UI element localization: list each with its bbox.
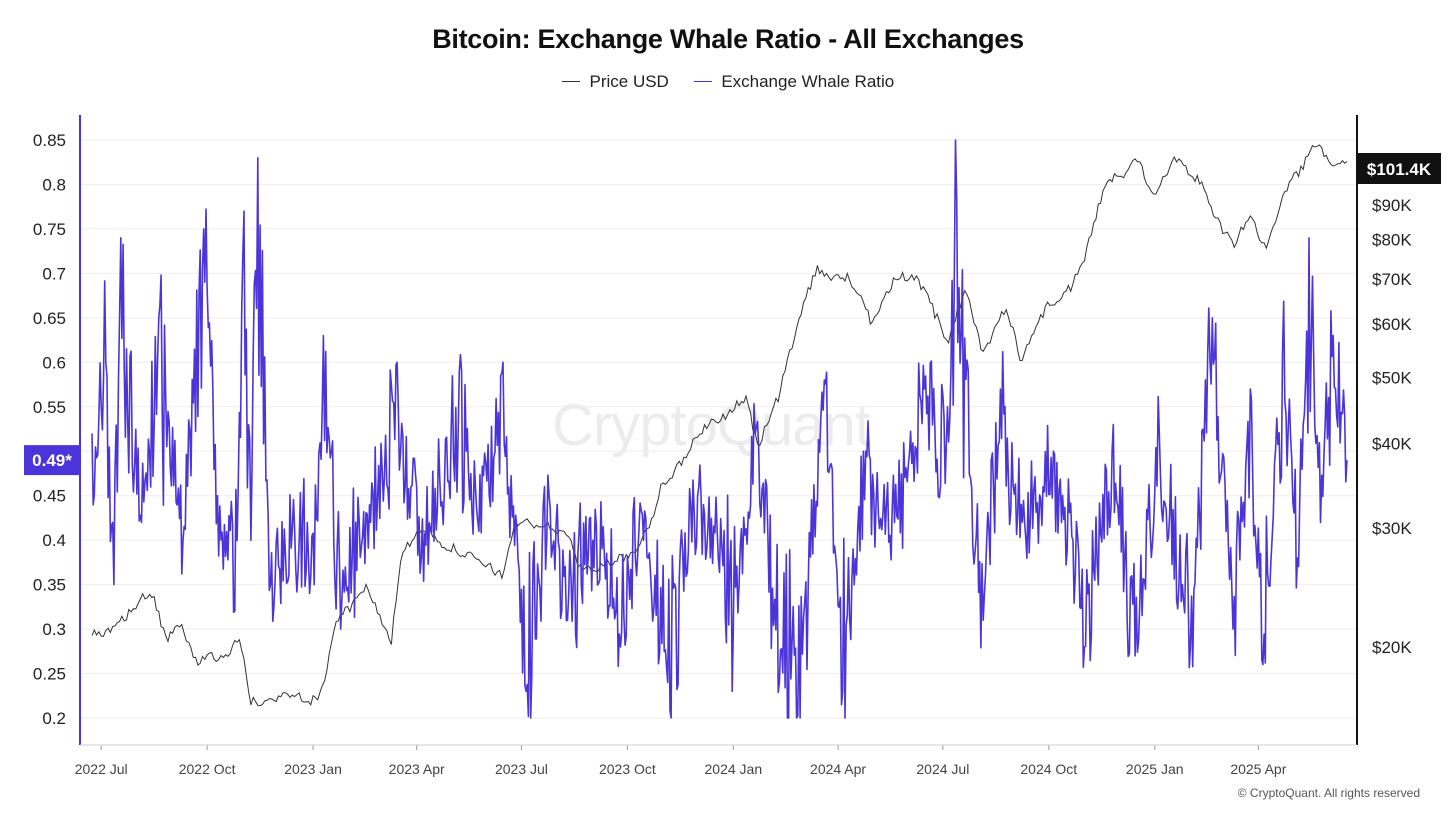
y-left-tick-label: 0.2 xyxy=(42,709,66,728)
legend-item-whale-ratio[interactable]: Exchange Whale Ratio xyxy=(693,72,895,92)
y-left-tick-label: 0.7 xyxy=(42,264,66,283)
x-tick-label: 2025 Jan xyxy=(1126,761,1184,777)
legend-label-price: Price USD xyxy=(589,72,669,91)
chart-title: Bitcoin: Exchange Whale Ratio - All Exch… xyxy=(432,24,1024,54)
x-tick-label: 2023 Jan xyxy=(284,761,342,777)
y-right-tick-label: $30K xyxy=(1372,519,1412,538)
current-whale-ratio-badge xyxy=(24,445,80,476)
y-left-tick-label: 0.75 xyxy=(33,220,66,239)
y-left-tick-label: 0.45 xyxy=(33,487,66,506)
copyright-notice: © CryptoQuant. All rights reserved xyxy=(1237,786,1420,800)
y-left-tick-label: 0.4 xyxy=(42,531,66,550)
legend-label-whale-ratio: Exchange Whale Ratio xyxy=(721,72,895,91)
legend-swatch-whale-ratio xyxy=(693,81,712,83)
y-right-tick-label: $20K xyxy=(1372,638,1412,657)
series-line-price-usd xyxy=(91,144,1348,707)
y-left-tick-label: 0.8 xyxy=(42,175,66,194)
legend: Price USD Exchange Whale Ratio xyxy=(0,72,1456,92)
y-left-tick-label: 0.25 xyxy=(33,665,66,684)
y-left-tick-label: 0.3 xyxy=(42,620,66,639)
y-right-tick-label: $80K xyxy=(1372,231,1412,250)
x-tick-label: 2024 Jul xyxy=(916,761,969,777)
y-right-tick-label: $40K xyxy=(1372,434,1412,453)
x-tick-label: 2023 Oct xyxy=(599,761,656,777)
x-tick-label: 2025 Apr xyxy=(1230,761,1286,777)
y-left-tick-label: 0.35 xyxy=(33,576,66,595)
y-left-tick-label: 0.6 xyxy=(42,353,66,372)
y-right-tick-label: $70K xyxy=(1372,270,1412,289)
series-line-exchange-whale-ratio xyxy=(91,139,1348,719)
current-price-label: $101.4K xyxy=(1367,160,1432,179)
y-right-tick-label: $50K xyxy=(1372,369,1412,388)
current-whale-ratio-label: 0.49* xyxy=(32,451,72,470)
y-left-tick-label: 0.85 xyxy=(33,131,66,150)
x-tick-label: 2023 Jul xyxy=(495,761,548,777)
y-right-tick-label: $60K xyxy=(1372,315,1412,334)
y-left-tick-label: 0.55 xyxy=(33,398,66,417)
x-tick-label: 2022 Oct xyxy=(179,761,236,777)
current-price-badge xyxy=(1357,153,1441,184)
legend-swatch-price xyxy=(561,81,580,83)
x-tick-label: 2022 Jul xyxy=(75,761,128,777)
legend-item-price[interactable]: Price USD xyxy=(561,72,669,92)
x-tick-label: 2023 Apr xyxy=(389,761,445,777)
x-tick-label: 2024 Oct xyxy=(1020,761,1077,777)
x-tick-label: 2024 Apr xyxy=(810,761,866,777)
y-left-tick-label: 0.65 xyxy=(33,309,66,328)
y-right-tick-label: $90K xyxy=(1372,196,1412,215)
x-tick-label: 2024 Jan xyxy=(705,761,763,777)
